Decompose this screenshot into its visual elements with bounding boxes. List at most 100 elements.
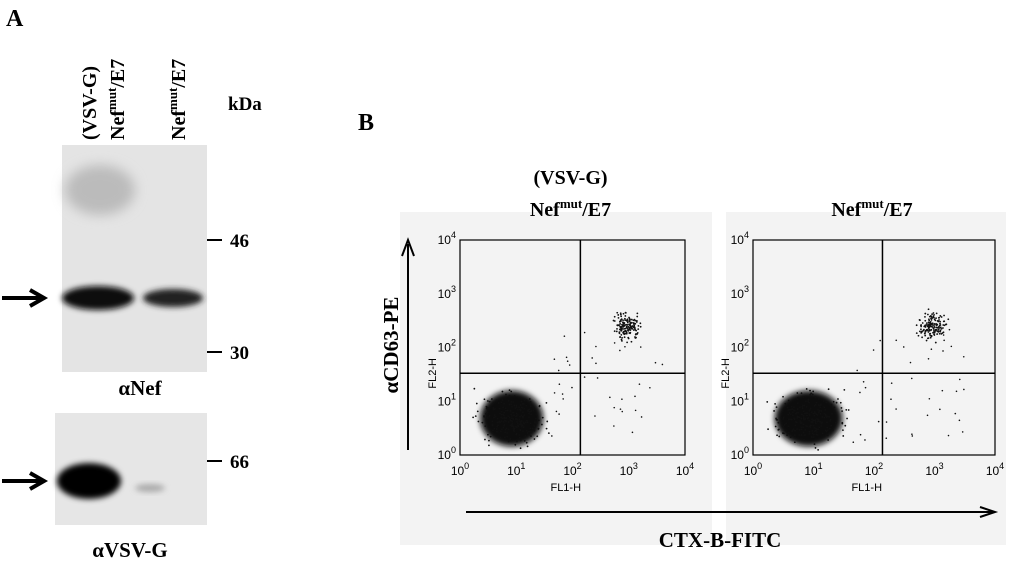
event-dot bbox=[494, 408, 496, 410]
event-dot bbox=[786, 434, 789, 437]
event-dot bbox=[529, 430, 532, 433]
label-sup: mut bbox=[861, 196, 884, 211]
event-dot bbox=[516, 422, 519, 425]
event-dot bbox=[945, 323, 948, 326]
event-dot bbox=[519, 404, 522, 406]
event-dot bbox=[812, 424, 815, 427]
event-dot bbox=[501, 390, 504, 393]
event-dot bbox=[809, 407, 812, 410]
event-dot bbox=[816, 433, 819, 436]
event-dot bbox=[930, 348, 933, 351]
event-dot bbox=[520, 400, 523, 403]
tick-exp: 3 bbox=[451, 284, 456, 294]
event-dot bbox=[802, 417, 805, 420]
event-dot bbox=[529, 405, 532, 408]
event-dot bbox=[535, 417, 537, 420]
event-dot bbox=[487, 433, 489, 436]
y-tick-label: 100 bbox=[438, 445, 456, 462]
event-dot bbox=[523, 414, 526, 417]
event-dot bbox=[926, 414, 929, 417]
event-dot bbox=[842, 429, 844, 432]
event-dot bbox=[558, 383, 561, 386]
tick-base: 10 bbox=[563, 464, 577, 478]
x-channel: FL1-H bbox=[550, 482, 581, 494]
band bbox=[62, 286, 134, 310]
arrow bbox=[2, 288, 49, 308]
event-dot bbox=[615, 330, 618, 333]
event-dot bbox=[488, 406, 490, 409]
event-dot bbox=[958, 378, 961, 381]
event-dot bbox=[921, 322, 924, 324]
event-dot bbox=[806, 417, 809, 420]
marker-label: 30 bbox=[230, 343, 249, 364]
event-dot bbox=[529, 427, 532, 430]
event-dot bbox=[639, 325, 642, 328]
panel-label: B bbox=[358, 110, 374, 136]
label-rest: /E7 bbox=[107, 59, 129, 89]
event-dot bbox=[831, 412, 833, 415]
event-dot bbox=[616, 327, 618, 330]
event-dot bbox=[528, 430, 530, 433]
event-dot bbox=[521, 424, 524, 427]
x-tick-label: 104 bbox=[676, 461, 694, 478]
event-dot bbox=[801, 406, 804, 408]
event-dot bbox=[824, 408, 827, 411]
event-dot bbox=[630, 340, 633, 343]
event-dot bbox=[633, 318, 636, 321]
event-dot bbox=[526, 421, 529, 424]
event-dot bbox=[522, 430, 524, 432]
event-dot bbox=[528, 398, 531, 400]
event-dot bbox=[808, 414, 811, 417]
event-dot bbox=[933, 328, 935, 331]
event-dot bbox=[801, 407, 804, 410]
event-dot bbox=[784, 402, 787, 405]
event-dot bbox=[626, 324, 629, 326]
x-tick-label: 104 bbox=[986, 461, 1004, 478]
event-dot bbox=[941, 332, 944, 335]
event-dot bbox=[489, 435, 492, 438]
event-dot bbox=[911, 435, 914, 437]
event-dot bbox=[507, 428, 510, 431]
event-dot bbox=[806, 414, 808, 417]
events bbox=[766, 308, 965, 451]
event-dot bbox=[503, 416, 506, 419]
event-dot bbox=[612, 319, 615, 322]
event-dot bbox=[523, 440, 526, 442]
event-dot bbox=[948, 328, 951, 331]
event-dot bbox=[512, 429, 515, 432]
event-dot bbox=[829, 420, 832, 422]
event-dot bbox=[782, 417, 785, 420]
event-dot bbox=[630, 327, 632, 330]
event-dot bbox=[793, 418, 796, 421]
event-dot bbox=[533, 438, 536, 440]
event-dot bbox=[955, 390, 958, 393]
event-dot bbox=[928, 329, 931, 332]
event-dot bbox=[513, 427, 516, 430]
blot-caption: αVSV-G bbox=[92, 538, 168, 562]
event-dot bbox=[941, 389, 944, 392]
event-dot bbox=[553, 392, 556, 394]
event-dot bbox=[472, 416, 475, 419]
event-dot bbox=[504, 431, 507, 434]
event-dot bbox=[942, 350, 944, 352]
event-dot bbox=[628, 316, 630, 319]
event-dot bbox=[815, 428, 818, 430]
event-dot bbox=[808, 430, 811, 433]
event-dot bbox=[813, 443, 816, 446]
event-dot bbox=[621, 321, 624, 324]
event-dot bbox=[817, 398, 820, 400]
event-dot bbox=[915, 332, 918, 335]
event-dot bbox=[767, 428, 769, 431]
event-dot bbox=[519, 447, 522, 450]
event-dot bbox=[621, 323, 623, 326]
band bbox=[143, 289, 203, 307]
event-dot bbox=[613, 425, 615, 427]
event-dot bbox=[628, 323, 630, 326]
event-dot bbox=[813, 404, 816, 407]
event-dot bbox=[812, 390, 815, 393]
event-dot bbox=[624, 345, 626, 348]
tick-exp: 4 bbox=[451, 230, 456, 240]
event-dot bbox=[885, 437, 888, 439]
arrow bbox=[2, 471, 49, 491]
tick-exp: 3 bbox=[744, 284, 749, 294]
